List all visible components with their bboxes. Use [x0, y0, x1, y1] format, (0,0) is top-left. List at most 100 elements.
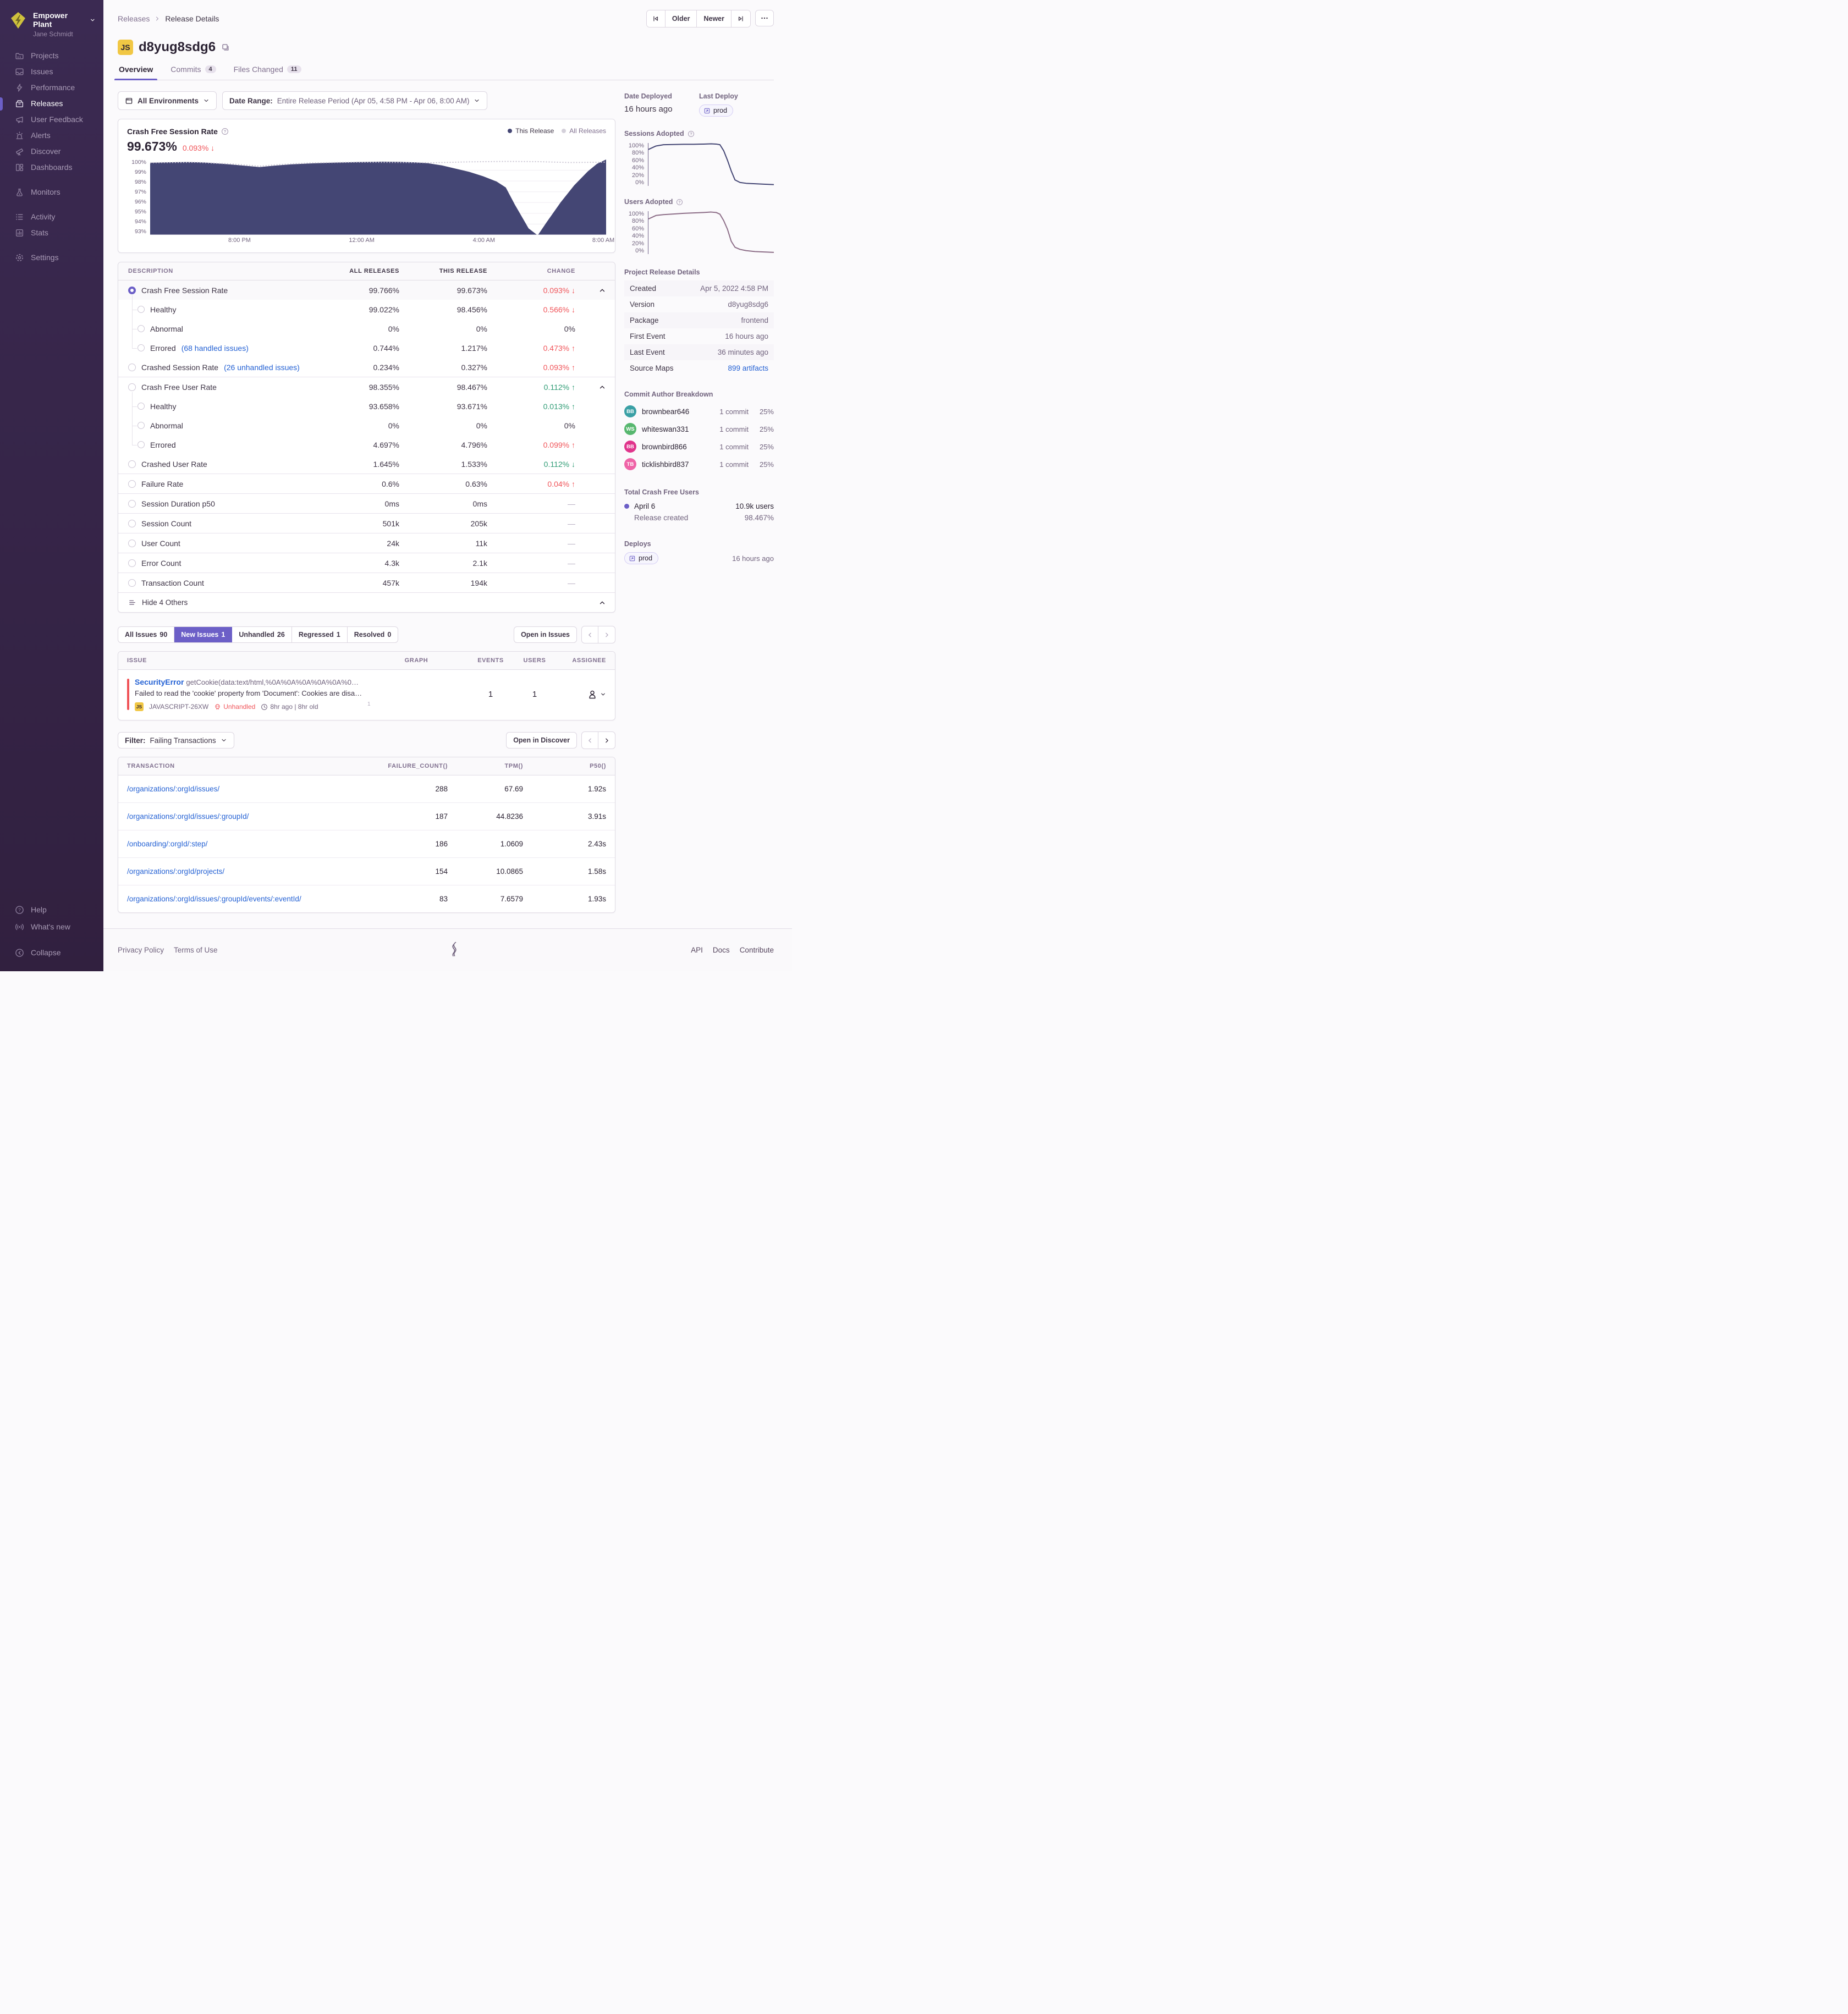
sidebar-item-collapse[interactable]: Collapse [0, 944, 103, 961]
issues-tab-new-issues[interactable]: New Issues 1 [174, 627, 233, 642]
next-page-button[interactable] [598, 732, 615, 749]
issues-link[interactable]: (26 unhandled issues) [224, 362, 300, 372]
sidebar-item-issues[interactable]: Issues [0, 64, 103, 80]
prod-deploy-pill[interactable]: prod [624, 552, 659, 564]
transaction-link[interactable]: /onboarding/:orgId/:step/ [127, 840, 208, 848]
transaction-row[interactable]: /organizations/:orgId/issues/:groupId/ev… [118, 885, 615, 912]
footer-link-terms-of-use[interactable]: Terms of Use [174, 946, 218, 954]
metric-row-session-duration-p50[interactable]: Session Duration p50 0ms 0ms — [118, 494, 615, 513]
legend-this-release[interactable]: This Release [515, 127, 554, 135]
metric-radio[interactable] [138, 441, 145, 448]
assignee-selector[interactable] [557, 689, 606, 700]
help-circle-icon[interactable]: ? [676, 199, 683, 206]
metric-row-abnormal[interactable]: Abnormal 0% 0% 0% [118, 319, 615, 338]
environment-selector[interactable]: All Environments [118, 91, 217, 110]
metric-row-error-count[interactable]: Error Count 4.3k 2.1k — [118, 553, 615, 573]
sidebar-item-stats[interactable]: Stats [0, 225, 103, 241]
issues-tab-unhandled[interactable]: Unhandled 26 [232, 627, 292, 642]
chevron-up-icon[interactable] [598, 599, 606, 607]
sidebar-item-help[interactable]: ? Help [0, 901, 103, 918]
metric-radio[interactable] [128, 519, 136, 527]
prev-page-button[interactable] [582, 732, 598, 749]
help-circle-icon[interactable]: ? [688, 130, 695, 137]
issue-title-link[interactable]: SecurityError [135, 678, 184, 686]
metric-row-errored[interactable]: Errored (68 handled issues) 0.744% 1.217% 0… [118, 338, 615, 357]
transactions-filter[interactable]: Filter: Failing Transactions [118, 732, 234, 749]
older-button[interactable]: Older [665, 10, 697, 27]
sidebar-item-discover[interactable]: Discover [0, 144, 103, 159]
metric-radio[interactable] [128, 499, 136, 508]
more-actions-button[interactable] [755, 10, 774, 26]
issue-row[interactable]: SecurityError getCookie(data:text/html,%… [118, 670, 615, 720]
sidebar-item-user-feedback[interactable]: User Feedback [0, 112, 103, 128]
issues-link[interactable]: (68 handled issues) [181, 343, 249, 353]
sidebar-item-monitors[interactable]: Monitors [0, 184, 103, 200]
metric-radio[interactable] [128, 460, 136, 468]
sidebar-item-performance[interactable]: Performance [0, 80, 103, 96]
metric-radio[interactable] [138, 344, 145, 351]
metric-row-abnormal[interactable]: Abnormal 0% 0% 0% [118, 416, 615, 435]
issues-tab-all-issues[interactable]: All Issues 90 [118, 627, 175, 642]
metric-row-crashed-session-rate[interactable]: Crashed Session Rate (26 unhandled issue… [118, 357, 615, 377]
metric-radio[interactable] [138, 325, 145, 332]
footer-link-privacy-policy[interactable]: Privacy Policy [118, 946, 164, 954]
chevron-up-icon[interactable] [598, 287, 606, 294]
issues-tab-regressed[interactable]: Regressed 1 [292, 627, 348, 642]
transaction-row[interactable]: /onboarding/:orgId/:step/186 1.0609 2.43s [118, 830, 615, 857]
legend-all-releases[interactable]: All Releases [569, 127, 606, 135]
footer-link-contribute[interactable]: Contribute [739, 946, 774, 954]
sidebar-item-what-s-new[interactable]: What's new [0, 918, 103, 936]
hide-others-row[interactable]: Hide 4 Others [118, 592, 615, 612]
metric-radio[interactable] [128, 579, 136, 587]
org-switcher[interactable]: Empower Plant Jane Schmidt [0, 8, 103, 48]
tab-commits[interactable]: Commits 4 [169, 65, 217, 80]
next-page-button[interactable] [598, 626, 615, 643]
footer-link-docs[interactable]: Docs [712, 946, 730, 954]
metric-radio[interactable] [138, 422, 145, 429]
metric-radio[interactable] [138, 403, 145, 410]
open-in-issues-button[interactable]: Open in Issues [514, 626, 577, 643]
help-circle-icon[interactable]: ? [221, 128, 229, 135]
metric-row-failure-rate[interactable]: Failure Rate 0.6% 0.63% 0.04% ↑ [118, 474, 615, 493]
newer-button[interactable]: Newer [697, 10, 732, 27]
sidebar-item-settings[interactable]: Settings [0, 250, 103, 266]
copy-icon[interactable] [221, 43, 230, 52]
transaction-row[interactable]: /organizations/:orgId/projects/154 10.086… [118, 857, 615, 885]
newest-button[interactable] [732, 10, 750, 27]
metric-row-healthy[interactable]: Healthy 93.658% 93.671% 0.013% ↑ [118, 397, 615, 416]
transaction-link[interactable]: /organizations/:orgId/issues/ [127, 785, 220, 793]
sidebar-item-activity[interactable]: Activity [0, 209, 103, 225]
metric-radio[interactable] [128, 559, 136, 567]
date-range-selector[interactable]: Date Range: Entire Release Period (Apr 0… [222, 91, 488, 110]
metric-row-transaction-count[interactable]: Transaction Count 457k 194k — [118, 573, 615, 592]
metric-radio[interactable] [128, 539, 136, 547]
metric-radio[interactable] [128, 480, 136, 488]
metric-row-user-count[interactable]: User Count 24k 11k — [118, 533, 615, 553]
transaction-link[interactable]: /organizations/:orgId/issues/:groupId/ev… [127, 895, 301, 903]
metric-row-crash-free-session-rate[interactable]: Crash Free Session Rate 99.766% 99.673% 0.0… [118, 280, 615, 300]
source-maps-link[interactable]: 899 artifacts [728, 364, 768, 372]
metric-row-errored[interactable]: Errored 4.697% 4.796% 0.099% ↑ [118, 435, 615, 454]
metric-radio[interactable] [128, 286, 136, 294]
open-in-discover-button[interactable]: Open in Discover [506, 732, 577, 749]
chevron-up-icon[interactable] [598, 383, 606, 391]
breadcrumb-releases[interactable]: Releases [118, 14, 150, 23]
sidebar-item-alerts[interactable]: Alerts [0, 128, 103, 144]
sidebar-item-dashboards[interactable]: Dashboards [0, 159, 103, 175]
transaction-row[interactable]: /organizations/:orgId/issues/:groupId/18… [118, 802, 615, 830]
metric-row-crashed-user-rate[interactable]: Crashed User Rate 1.645% 1.533% 0.112% ↓ [118, 454, 615, 474]
metric-row-crash-free-user-rate[interactable]: Crash Free User Rate 98.355% 98.467% 0.112%… [118, 377, 615, 397]
prev-page-button[interactable] [582, 626, 598, 643]
transaction-link[interactable]: /organizations/:orgId/projects/ [127, 867, 225, 876]
sidebar-item-projects[interactable]: Projects [0, 48, 103, 64]
metric-radio[interactable] [138, 306, 145, 313]
tab-overview[interactable]: Overview [114, 65, 158, 80]
footer-link-api[interactable]: API [691, 946, 703, 954]
metric-radio[interactable] [128, 383, 136, 391]
issues-tab-resolved[interactable]: Resolved 0 [354, 631, 392, 639]
metric-row-session-count[interactable]: Session Count 501k 205k — [118, 514, 615, 533]
tab-files-changed[interactable]: Files Changed 11 [233, 65, 302, 80]
sidebar-item-releases[interactable]: Releases [0, 96, 103, 112]
transaction-link[interactable]: /organizations/:orgId/issues/:groupId/ [127, 812, 249, 821]
prod-deploy-pill[interactable]: prod [699, 104, 734, 117]
